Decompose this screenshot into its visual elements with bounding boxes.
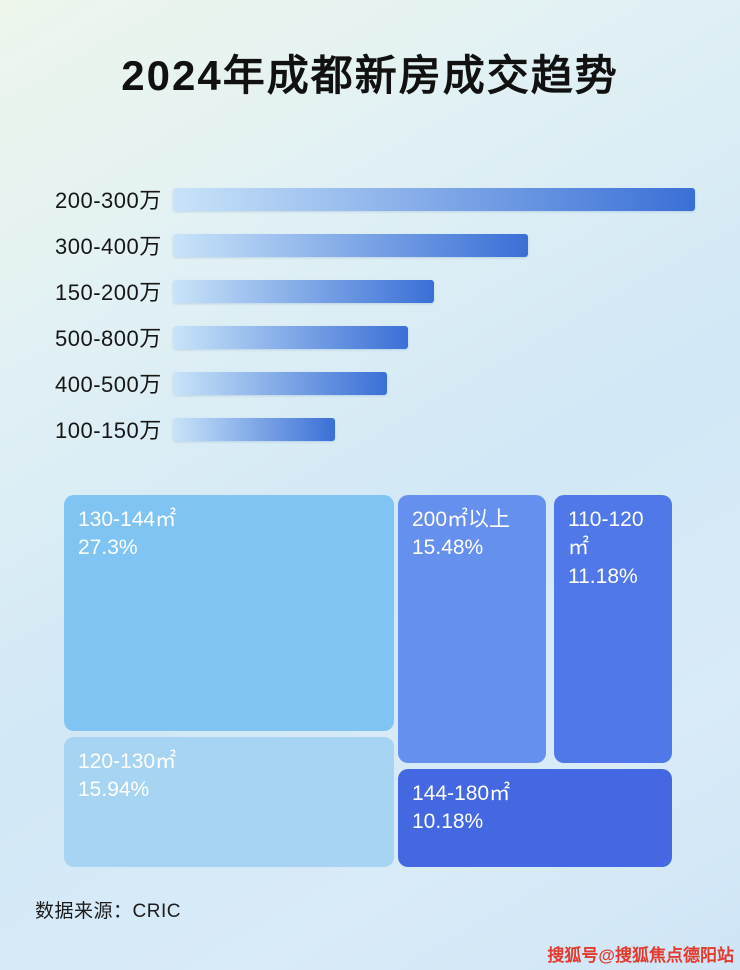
bar-row: 500-800万 [55, 314, 695, 360]
bar-row: 400-500万 [55, 360, 695, 406]
bar-row: 300-400万 [55, 222, 695, 268]
bar-track [173, 325, 695, 349]
treemap-tile-200-plus: 200㎡以上 15.48% [398, 495, 546, 763]
bar-category-label: 400-500万 [55, 372, 162, 397]
tile-value: 27.3% [78, 536, 138, 560]
bar-500-800 [173, 325, 408, 349]
treemap-tile-120-130: 120-130㎡ 15.94% [64, 737, 394, 867]
treemap-tile-144-180: 144-180㎡ 10.18% [398, 769, 672, 867]
bar-row: 200-300万 [55, 176, 695, 222]
bar-category-label: 200-300万 [55, 188, 162, 213]
tile-label: 144-180㎡ [412, 782, 511, 805]
treemap-tile-130-144: 130-144㎡ 27.3% [64, 495, 394, 731]
price-range-bar-chart: 200-300万 300-400万 150-200万 500-800万 400-… [55, 176, 695, 452]
page-title: 2024年成都新房成交趋势 [121, 52, 619, 99]
treemap-tile-110-120: 110-120㎡ 11.18% [554, 495, 672, 763]
bar-row: 150-200万 [55, 268, 695, 314]
bar-300-400 [173, 233, 528, 257]
bar-track [173, 187, 695, 211]
tile-value: 15.94% [78, 778, 150, 802]
bar-150-200 [173, 279, 434, 303]
bar-category-label: 300-400万 [55, 234, 162, 259]
bar-category-label: 500-800万 [55, 326, 162, 351]
bar-track [173, 417, 695, 441]
bar-row: 100-150万 [55, 406, 695, 452]
bar-category-label: 100-150万 [55, 418, 162, 443]
tile-value: 11.18% [568, 564, 638, 588]
bar-100-150 [173, 417, 335, 441]
tile-label: 130-144㎡ [78, 508, 177, 531]
tile-label: 120-130㎡ [78, 750, 177, 773]
tile-value: 15.48% [412, 536, 484, 560]
bar-400-500 [173, 371, 388, 395]
bar-category-label: 150-200万 [55, 280, 162, 305]
area-share-treemap: 130-144㎡ 27.3% 120-130㎡ 15.94% 200㎡以上 15… [64, 495, 672, 867]
bar-track [173, 371, 695, 395]
data-source-label: 数据来源：CRIC [35, 901, 181, 922]
bar-track [173, 279, 695, 303]
tile-label: 200㎡以上 [412, 508, 511, 531]
bar-track [173, 233, 695, 257]
watermark: 搜狐号@搜狐焦点德阳站 [547, 946, 734, 965]
tile-value: 10.18% [412, 810, 484, 834]
tile-label: 110-120㎡ [568, 508, 644, 560]
bar-200-300 [173, 187, 695, 211]
